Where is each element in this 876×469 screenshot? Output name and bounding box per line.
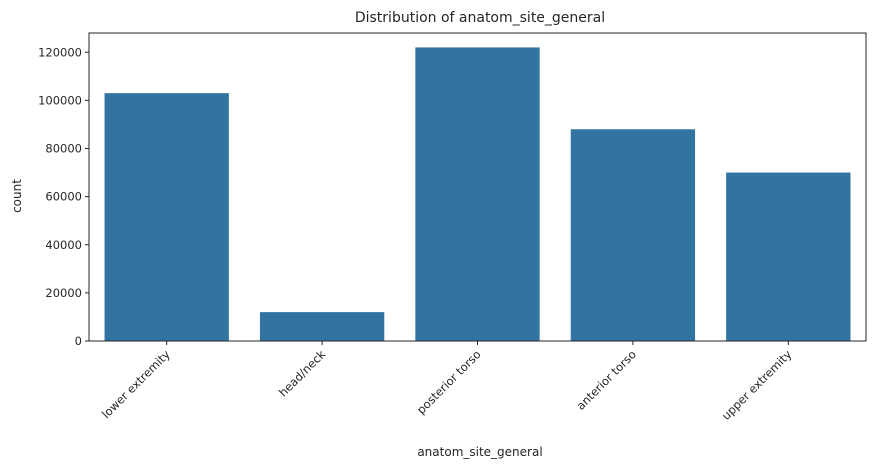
- y-tick-label: 80000: [45, 142, 82, 156]
- chart-title: Distribution of anatom_site_general: [355, 10, 605, 26]
- x-tick-label: posterior torso: [414, 347, 484, 417]
- bar-upper-extremity: [726, 172, 851, 341]
- x-tick-label: lower extremity: [99, 347, 173, 421]
- x-tick-label: head/neck: [276, 347, 329, 400]
- y-axis: 0 20000 40000 60000 80000 100000 120000: [38, 45, 89, 348]
- y-tick-label: 100000: [38, 93, 82, 107]
- x-axis: lower extremity head/neck posterior torso a…: [99, 341, 795, 423]
- bar-posterior-torso: [415, 47, 540, 341]
- bar-anterior-torso: [570, 129, 696, 341]
- y-tick-label: 120000: [38, 45, 82, 59]
- y-tick-label: 60000: [45, 190, 82, 204]
- bar-lower-extremity: [104, 93, 229, 341]
- x-tick-label: anterior torso: [574, 347, 639, 412]
- x-tick-label: upper extremity: [719, 347, 795, 423]
- plot-frame: [88, 32, 867, 342]
- bars-group: [104, 47, 851, 341]
- y-tick-label: 40000: [45, 238, 82, 252]
- x-axis-label: anatom_site_general: [417, 445, 542, 459]
- y-tick-label: 0: [75, 334, 82, 348]
- y-tick-label: 20000: [45, 286, 82, 300]
- y-axis-label: count: [10, 179, 24, 213]
- bar-head-neck: [259, 312, 385, 341]
